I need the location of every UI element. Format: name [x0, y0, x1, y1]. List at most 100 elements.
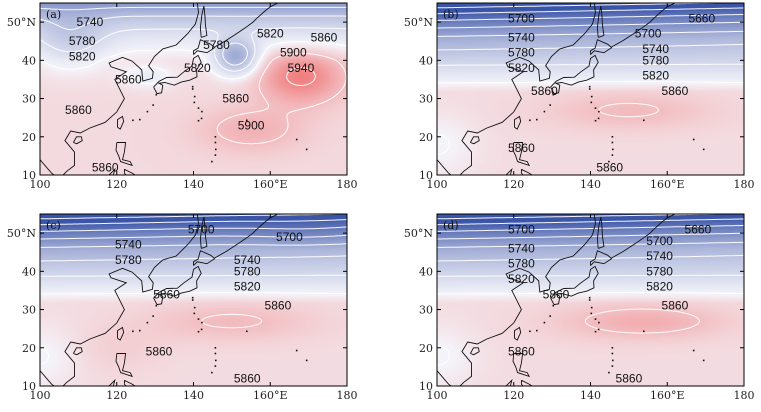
coastline — [512, 142, 530, 167]
y-tick-label: 20 — [22, 131, 36, 144]
island-dot — [281, 192, 283, 194]
island-dot — [635, 395, 637, 397]
island-dot — [281, 403, 283, 405]
island-dot — [643, 330, 645, 333]
island-dot — [197, 107, 200, 109]
island-dot — [597, 328, 600, 331]
island-dot — [611, 347, 614, 349]
contour-line — [437, 254, 744, 262]
island-dot — [139, 118, 141, 121]
island-dot — [146, 110, 149, 113]
island-dot — [214, 365, 217, 367]
contour-label: 5740 — [77, 15, 104, 29]
island-dot — [197, 119, 200, 122]
contour-label: 5820 — [184, 61, 211, 75]
contour-line — [598, 102, 659, 118]
island-dot — [598, 110, 600, 113]
contour-label: 5780 — [642, 53, 669, 67]
island-dot — [246, 330, 248, 333]
contour-line — [40, 219, 347, 226]
coastline — [115, 142, 133, 167]
contour-label: 5700 — [635, 27, 662, 41]
contour-line — [40, 255, 347, 262]
island-dot — [201, 321, 203, 324]
contour-label: 5740 — [115, 238, 142, 252]
coastline — [437, 3, 596, 175]
contour-label: 5860 — [153, 287, 180, 301]
x-tick-label: 120 — [503, 178, 524, 191]
island-dot — [543, 110, 546, 113]
island-dot — [155, 93, 158, 96]
contour-line — [40, 234, 347, 240]
coastline — [505, 167, 513, 175]
y-tick-label: 50°N — [7, 227, 36, 240]
x-tick-label: 120 — [106, 389, 127, 402]
contour-line — [40, 41, 347, 85]
contour-line — [40, 27, 347, 72]
contour-line — [437, 218, 744, 226]
y-tick-label: 40 — [22, 265, 36, 278]
y-tick-label: 10 — [419, 169, 433, 182]
island-dot — [590, 306, 593, 309]
panel-d: 5700 566057405700574057805780582058205860… — [404, 213, 755, 402]
coastline — [256, 214, 279, 230]
x-tick-label: 140 — [183, 389, 204, 402]
island-dot — [635, 184, 637, 186]
x-tick-label: 140 — [183, 178, 204, 191]
island-dot — [305, 148, 308, 151]
coastline — [73, 136, 83, 145]
island-dot — [711, 396, 713, 398]
island-dot — [152, 104, 154, 106]
island-dot — [590, 95, 593, 98]
island-dot — [246, 119, 248, 122]
contour-label: 5940 — [288, 61, 315, 75]
coastline — [108, 378, 116, 386]
island-dot — [569, 395, 571, 397]
contour-label: 5780 — [203, 38, 230, 52]
contour-label: 5700 — [646, 234, 673, 248]
y-tick-label: 10 — [22, 380, 36, 393]
coastline — [590, 250, 613, 266]
island-dot — [536, 329, 538, 332]
y-tick-label: 30 — [419, 304, 433, 317]
contour-label: 5860 — [92, 160, 119, 174]
island-dot — [200, 117, 203, 120]
contour-label: 5860 — [531, 84, 558, 98]
island-dot — [214, 352, 217, 355]
contour-label: 5860 — [662, 84, 689, 98]
island-dot — [588, 88, 591, 90]
y-tick-label: 50°N — [404, 16, 433, 29]
y-tick-label: 40 — [419, 265, 433, 278]
island-dot — [590, 101, 593, 104]
island-dot — [611, 154, 614, 156]
coastline — [214, 17, 258, 48]
contour-label: 5820 — [642, 69, 669, 83]
x-tick-label: 160°E — [253, 178, 288, 191]
island-dot — [549, 104, 551, 106]
island-dot — [552, 304, 555, 307]
island-dot — [215, 359, 217, 362]
contour-line — [40, 214, 338, 220]
island-dot — [191, 296, 194, 299]
contour-line — [437, 43, 744, 51]
island-dot — [611, 136, 614, 138]
island-dot — [314, 396, 316, 398]
coastline — [550, 265, 599, 306]
contour-label: 5860 — [543, 287, 570, 301]
contour-label: 5900 — [280, 46, 307, 60]
contour-line — [40, 274, 347, 277]
island-dot — [191, 88, 194, 90]
contour-line — [437, 241, 744, 248]
contour-label: 5660 — [685, 222, 712, 236]
y-tick-label: 30 — [22, 304, 36, 317]
island-dot — [152, 315, 154, 317]
contour-label: 5740 — [646, 249, 673, 263]
x-tick-label: 180 — [337, 178, 358, 191]
island-dot — [552, 93, 555, 96]
contour-line — [584, 308, 700, 334]
island-dot — [197, 330, 200, 333]
contour-label: 5780 — [115, 253, 142, 267]
